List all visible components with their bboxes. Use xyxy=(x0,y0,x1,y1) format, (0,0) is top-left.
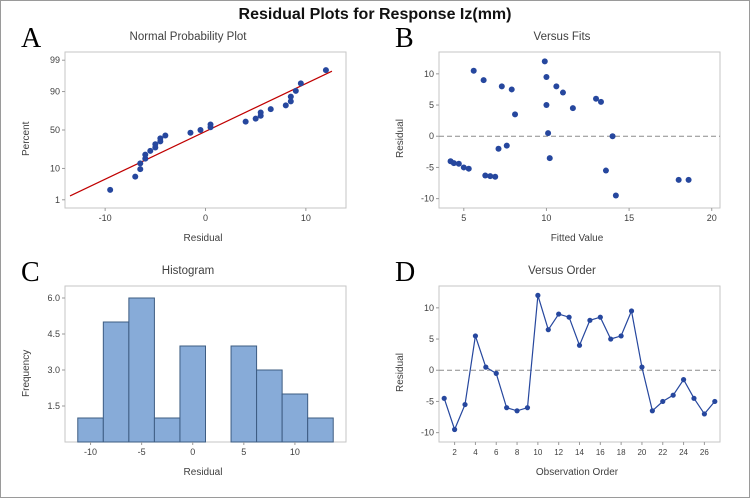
panel-letter-b: B xyxy=(395,23,414,54)
svg-text:15: 15 xyxy=(624,213,634,223)
svg-text:-10: -10 xyxy=(99,213,112,223)
svg-text:10: 10 xyxy=(424,69,434,79)
normal-probability-plot-canvas: -10 0 10 1 10 50 90 99 xyxy=(50,51,347,223)
panel-title-versus-fits: Versus Fits xyxy=(533,31,591,43)
svg-text:5: 5 xyxy=(241,447,246,457)
panel-versus-fits: B Versus Fits Residual 5 10 15 20 -10 -5 0 5 10 … xyxy=(375,24,749,262)
svg-text:5: 5 xyxy=(429,334,434,344)
histogram-plot-canvas: -10 -5 0 5 10 1.5 3.0 4.5 6.0 xyxy=(47,285,347,457)
svg-text:4: 4 xyxy=(473,448,478,457)
panel-letter-d: D xyxy=(395,257,416,288)
svg-text:-10: -10 xyxy=(84,447,97,457)
svg-text:22: 22 xyxy=(658,448,667,457)
svg-text:-5: -5 xyxy=(138,447,146,457)
svg-text:16: 16 xyxy=(596,448,605,457)
svg-text:-10: -10 xyxy=(421,194,434,204)
svg-text:26: 26 xyxy=(700,448,709,457)
x-axis-label-residual: Residual xyxy=(183,233,223,244)
y-axis-label-frequency: Frequency xyxy=(21,349,32,397)
panel-letter-a: A xyxy=(21,23,42,54)
svg-text:1.5: 1.5 xyxy=(47,401,60,411)
svg-text:12: 12 xyxy=(554,448,563,457)
svg-text:5: 5 xyxy=(461,213,466,223)
svg-text:-10: -10 xyxy=(421,428,434,438)
svg-text:14: 14 xyxy=(575,448,584,457)
svg-text:5: 5 xyxy=(429,100,434,110)
panel-title-versus-order: Versus Order xyxy=(528,265,596,277)
y-axis-label-residual: Residual xyxy=(395,353,406,393)
svg-text:0: 0 xyxy=(429,365,434,375)
svg-text:0: 0 xyxy=(203,213,208,223)
svg-text:10: 10 xyxy=(533,448,542,457)
svg-text:10: 10 xyxy=(301,213,311,223)
plot-wrap: Residual 5 10 15 20 -10 -5 0 5 10 xyxy=(395,45,729,233)
svg-text:0: 0 xyxy=(429,131,434,141)
svg-text:1: 1 xyxy=(55,195,60,205)
svg-text:24: 24 xyxy=(679,448,688,457)
panel-histogram: C Histogram Frequency -10 -5 0 5 10 1.5 3.0 4.5… xyxy=(1,258,375,496)
y-axis-label-percent: Percent xyxy=(21,121,32,157)
plots-grid: A Normal Probability Plot Percent -10 0 10… xyxy=(1,24,749,496)
panel-title-normal-probability: Normal Probability Plot xyxy=(129,31,247,43)
x-axis-label-residual: Residual xyxy=(183,467,223,478)
plot-wrap: Residual 2 4 6 8 10 12 14 16 18 20 22 24 26 -10 -5 0 5 10 xyxy=(395,279,729,467)
svg-text:99: 99 xyxy=(50,55,60,65)
svg-text:6: 6 xyxy=(494,448,499,457)
panel-versus-order: D Versus Order Residual 2 4 6 8 10 12 14 16 18 20… xyxy=(375,258,749,496)
svg-text:20: 20 xyxy=(707,213,717,223)
panel-normal-probability-plot: A Normal Probability Plot Percent -10 0 10… xyxy=(1,24,375,262)
svg-text:-5: -5 xyxy=(426,162,434,172)
svg-text:18: 18 xyxy=(617,448,626,457)
svg-text:3.0: 3.0 xyxy=(47,365,60,375)
svg-text:90: 90 xyxy=(50,87,60,97)
svg-text:20: 20 xyxy=(637,448,646,457)
svg-text:0: 0 xyxy=(190,447,195,457)
svg-text:-5: -5 xyxy=(426,396,434,406)
x-axis-label-fitted-value: Fitted Value xyxy=(550,233,604,244)
x-axis-label-observation-order: Observation Order xyxy=(535,467,619,478)
svg-text:10: 10 xyxy=(541,213,551,223)
svg-text:10: 10 xyxy=(50,163,60,173)
panel-title-histogram: Histogram xyxy=(161,265,215,277)
svg-text:4.5: 4.5 xyxy=(47,329,60,339)
svg-text:6.0: 6.0 xyxy=(47,293,60,303)
plot-wrap: Percent -10 0 10 1 10 50 90 99 xyxy=(21,45,355,233)
plot-wrap: Frequency -10 -5 0 5 10 1.5 3.0 4.5 6.0 xyxy=(21,279,355,467)
versus-fits-plot-canvas: 5 10 15 20 -10 -5 0 5 10 xyxy=(421,51,721,223)
figure-title: Residual Plots for Response Iz(mm) xyxy=(238,6,512,23)
svg-text:50: 50 xyxy=(50,125,60,135)
svg-text:10: 10 xyxy=(424,303,434,313)
svg-text:8: 8 xyxy=(515,448,520,457)
svg-text:2: 2 xyxy=(452,448,457,457)
y-axis-label-residual: Residual xyxy=(395,119,406,159)
svg-text:10: 10 xyxy=(290,447,300,457)
panel-letter-c: C xyxy=(21,257,40,288)
